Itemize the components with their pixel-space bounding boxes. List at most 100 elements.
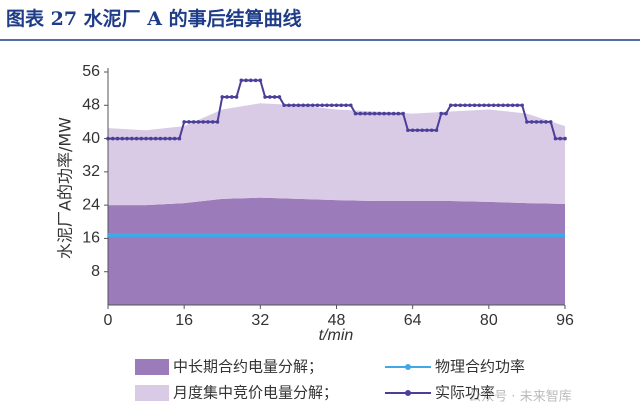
marker [358, 111, 363, 116]
marker [277, 95, 282, 99]
y-tick-label: 32 [82, 163, 100, 180]
marker [115, 136, 120, 141]
marker [506, 103, 510, 108]
marker [467, 103, 472, 108]
marker [339, 103, 344, 108]
marker [106, 136, 110, 141]
marker [258, 78, 263, 83]
marker [453, 103, 458, 108]
y-tick-label: 24 [82, 196, 100, 213]
marker [163, 136, 167, 141]
marker [434, 128, 439, 133]
marker [477, 103, 482, 108]
marker [458, 103, 463, 108]
marker [158, 136, 163, 141]
marker [272, 95, 277, 99]
marker [448, 103, 453, 108]
marker [310, 103, 315, 108]
marker [168, 136, 172, 141]
marker [539, 120, 543, 124]
marker [529, 120, 534, 124]
marker [525, 120, 529, 124]
marker [201, 120, 206, 124]
marker [372, 111, 377, 116]
marker [563, 136, 567, 141]
marker [306, 103, 310, 108]
y-tick-label: 8 [91, 263, 100, 280]
marker [177, 136, 182, 141]
marker [287, 103, 291, 108]
marker [315, 103, 320, 108]
marker [229, 95, 234, 99]
marker [368, 111, 372, 116]
marker [220, 95, 225, 99]
marker [501, 103, 505, 108]
marker [187, 120, 191, 124]
marker [329, 103, 334, 108]
marker [515, 103, 520, 108]
marker [491, 103, 496, 108]
y-tick-label: 48 [82, 97, 100, 114]
x-tick-label: 0 [104, 312, 113, 329]
marker [496, 103, 501, 108]
marker [344, 103, 348, 108]
area [108, 103, 565, 206]
marker [463, 103, 467, 108]
marker [425, 128, 429, 133]
marker [334, 103, 339, 108]
marker [249, 78, 253, 83]
marker [363, 111, 367, 116]
marker [196, 120, 201, 124]
marker [191, 120, 196, 124]
marker [544, 120, 548, 124]
marker [172, 136, 177, 141]
x-tick-label: 32 [251, 312, 269, 329]
marker [296, 103, 301, 108]
marker [282, 103, 286, 108]
marker [387, 111, 391, 116]
marker [510, 103, 515, 108]
y-tick-label: 40 [82, 130, 100, 147]
legend-dot [405, 364, 411, 370]
y-axis-label: 水泥厂A的功率/MW [56, 117, 75, 259]
marker [444, 111, 448, 116]
marker [153, 136, 158, 141]
legend-dot [405, 390, 411, 396]
marker [382, 111, 386, 116]
marker [139, 136, 144, 141]
marker [320, 103, 325, 108]
marker [391, 111, 396, 116]
marker [429, 128, 434, 133]
marker [520, 103, 524, 108]
x-tick-label: 80 [480, 312, 498, 329]
marker [553, 136, 558, 141]
marker [548, 120, 553, 124]
marker [215, 120, 220, 124]
legend-swatch [135, 385, 169, 401]
marker [410, 128, 415, 133]
marker [144, 136, 148, 141]
marker [120, 136, 125, 141]
marker [534, 120, 539, 124]
marker [210, 120, 215, 124]
marker [482, 103, 486, 108]
marker [268, 95, 272, 99]
legend-label: 月度集中竞价电量分解； [173, 384, 338, 402]
legend-swatch [135, 359, 169, 375]
marker [377, 111, 382, 116]
x-axis-label: t/min [319, 327, 354, 344]
marker [401, 111, 405, 116]
marker [487, 103, 491, 108]
marker [206, 120, 210, 124]
legend-label: 中长期合约电量分解； [173, 358, 323, 376]
marker [396, 111, 401, 116]
x-tick-label: 96 [556, 312, 574, 329]
marker [291, 103, 296, 108]
marker [420, 128, 424, 133]
area [108, 197, 565, 305]
legend-label: 物理合约功率 [435, 358, 525, 376]
y-tick-label: 16 [82, 230, 100, 247]
marker [234, 95, 239, 99]
marker [263, 95, 267, 99]
